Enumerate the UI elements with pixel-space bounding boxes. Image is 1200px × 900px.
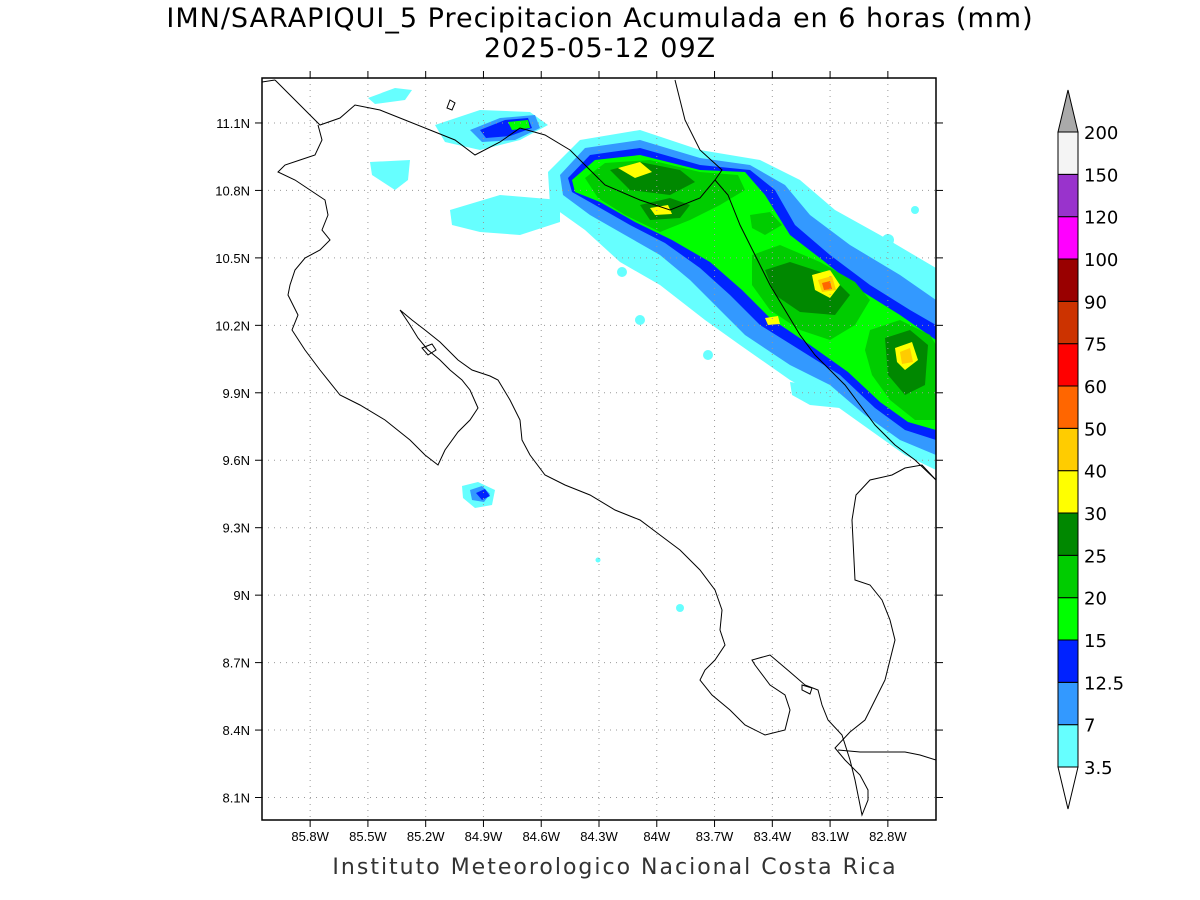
lat-tick-label: 9N bbox=[233, 588, 250, 603]
precip-band-40 bbox=[900, 348, 913, 364]
colorbar-legend: 3.5 7 12.5 15 20 25 30 40 50 60 75 90 100 120 150 200 bbox=[1057, 89, 1124, 810]
colorbar-swatch bbox=[1057, 173, 1079, 218]
map-title: IMN/SARAPIQUI_5 Precipitacion Acumulada … bbox=[166, 3, 1034, 34]
colorbar-label: 30 bbox=[1084, 504, 1107, 525]
precipitation-shading bbox=[368, 88, 936, 612]
precip-band-15 bbox=[508, 120, 530, 130]
colorbar-label: 25 bbox=[1084, 546, 1107, 567]
lat-axis-labels: 11.1N 10.8N 10.5N 10.2N 9.9N 9.6N 9.3N 9N 8.7N 8.… bbox=[215, 116, 250, 806]
lon-tick-label: 84.3W bbox=[580, 829, 618, 844]
lon-tick-label: 84.6W bbox=[522, 829, 560, 844]
precip-spot bbox=[911, 206, 919, 214]
map-credit: Instituto Meteorologico Nacional Costa R… bbox=[332, 855, 898, 880]
lat-axis bbox=[255, 122, 943, 799]
colorbar-swatch bbox=[1057, 131, 1079, 175]
coastlines bbox=[262, 79, 936, 817]
colorbar-swatch bbox=[1057, 258, 1079, 302]
lat-tick-label: 11.1N bbox=[216, 116, 250, 131]
colorbar-label: 12.5 bbox=[1084, 673, 1124, 694]
colorbar-swatch bbox=[1057, 343, 1079, 387]
lon-tick-label: 82.8W bbox=[869, 829, 907, 844]
lon-axis-labels: 85.8W 85.5W 85.2W 84.9W 84.6W 84.3W 84W 83.7W 83… bbox=[291, 829, 907, 844]
precip-band-3.5 bbox=[370, 160, 410, 190]
colorbar-label: 3.5 bbox=[1084, 758, 1113, 779]
lon-tick-label: 83.1W bbox=[811, 829, 849, 844]
colorbar-swatch bbox=[1057, 470, 1079, 514]
lat-tick-label: 8.4N bbox=[223, 723, 250, 738]
colorbar-swatch bbox=[1057, 639, 1079, 683]
precip-band-50 bbox=[822, 281, 832, 290]
lon-tick-label: 85.5W bbox=[349, 829, 387, 844]
colorbar-min-triangle bbox=[1057, 766, 1079, 810]
precip-band-3.5 bbox=[368, 88, 412, 104]
lon-tick-label: 85.2W bbox=[407, 829, 445, 844]
colorbar-max-triangle bbox=[1057, 89, 1079, 133]
precip-spot bbox=[676, 604, 684, 612]
lon-tick-label: 84.9W bbox=[465, 829, 503, 844]
colorbar-label: 60 bbox=[1084, 377, 1107, 398]
colorbar-swatch bbox=[1057, 554, 1079, 599]
lon-tick-label: 85.8W bbox=[291, 829, 329, 844]
colorbar-swatch bbox=[1057, 216, 1079, 260]
precip-spot bbox=[635, 315, 645, 325]
costa-rica-panama-border bbox=[714, 179, 936, 481]
colorbar-swatch bbox=[1057, 385, 1079, 429]
colorbar-label: 100 bbox=[1084, 250, 1118, 271]
precip-band-12.5 bbox=[476, 489, 490, 500]
lat-tick-label: 9.9N bbox=[223, 386, 250, 401]
colorbar-swatch bbox=[1057, 724, 1079, 768]
colorbar-label: 120 bbox=[1084, 208, 1118, 229]
precip-spot bbox=[703, 350, 713, 360]
precip-spot bbox=[595, 557, 601, 563]
precip-band-3.5 bbox=[450, 195, 560, 235]
lat-tick-label: 9.3N bbox=[223, 521, 250, 536]
colorbar-label: 150 bbox=[1084, 165, 1118, 186]
lon-tick-label: 83.7W bbox=[696, 829, 734, 844]
colorbar-label: 75 bbox=[1084, 335, 1107, 356]
colorbar-swatch bbox=[1057, 681, 1079, 726]
colorbar-label: 90 bbox=[1084, 292, 1107, 313]
precip-spot bbox=[617, 267, 627, 277]
lon-axis bbox=[309, 71, 889, 827]
pacific-coastline-east bbox=[837, 749, 936, 761]
lat-tick-label: 10.8N bbox=[215, 183, 250, 198]
precip-band-30 bbox=[650, 205, 672, 215]
colorbar-label: 15 bbox=[1084, 631, 1107, 652]
lat-tick-label: 8.1N bbox=[223, 791, 250, 806]
lat-tick-label: 10.5N bbox=[215, 251, 250, 266]
lon-tick-label: 84W bbox=[643, 829, 670, 844]
colorbar-label: 40 bbox=[1084, 462, 1107, 483]
map-graticule bbox=[262, 78, 936, 820]
colorbar-label: 20 bbox=[1084, 589, 1107, 610]
map-valid-time: 2025-05-12 09Z bbox=[483, 33, 717, 64]
island-chira bbox=[421, 343, 437, 356]
precip-band-20 bbox=[750, 212, 782, 235]
colorbar-label: 50 bbox=[1084, 419, 1107, 440]
precip-band-30 bbox=[765, 316, 780, 325]
colorbar-swatch bbox=[1057, 300, 1079, 345]
island-bay bbox=[801, 684, 813, 695]
colorbar-swatch bbox=[1057, 512, 1079, 556]
precip-band-3.5 bbox=[790, 382, 845, 408]
precip-band-30 bbox=[618, 162, 652, 178]
island-caño bbox=[446, 99, 456, 111]
colorbar-label: 200 bbox=[1084, 123, 1118, 144]
pacific-coastline bbox=[262, 79, 936, 817]
colorbar-swatch bbox=[1057, 597, 1079, 641]
colorbar-label: 7 bbox=[1084, 716, 1095, 737]
lon-tick-label: 83.4W bbox=[754, 829, 792, 844]
lat-tick-label: 9.6N bbox=[223, 453, 250, 468]
lat-tick-label: 8.7N bbox=[223, 656, 250, 671]
colorbar-swatch bbox=[1057, 427, 1079, 472]
lat-tick-label: 10.2N bbox=[215, 318, 250, 333]
